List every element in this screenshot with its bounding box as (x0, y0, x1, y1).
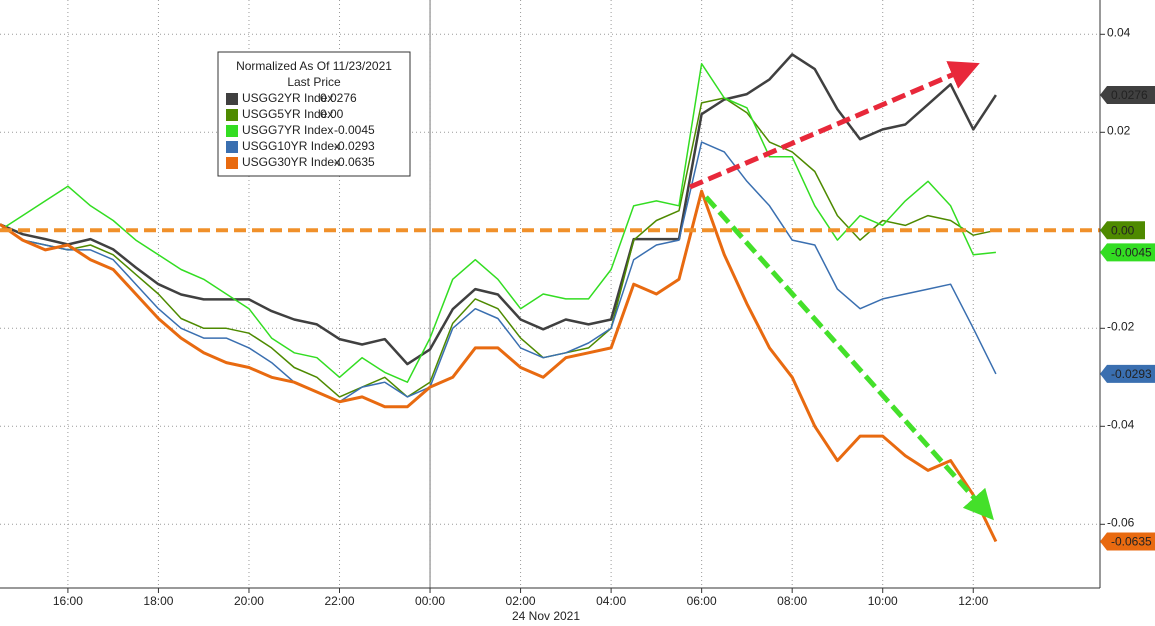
legend-value: -0.0635 (334, 155, 375, 169)
legend-label: USGG7YR Index (242, 123, 333, 137)
legend-swatch (226, 109, 238, 121)
y-tick-label: -0.04 (1107, 417, 1135, 431)
legend-value: -0.0045 (334, 123, 375, 137)
value-tag-label: 0.0276 (1111, 88, 1148, 102)
legend-swatch (226, 157, 238, 169)
value-tag (1100, 221, 1145, 240)
x-tick-label: 04:00 (596, 594, 626, 608)
y-tick-label: 0.02 (1107, 123, 1131, 137)
x-tick-label: 22:00 (324, 594, 354, 608)
series-line (0, 53, 997, 366)
legend-value: 0.0276 (320, 91, 357, 105)
y-tick-label: -0.06 (1107, 515, 1135, 529)
x-tick-label: 16:00 (53, 594, 83, 608)
x-tick-label: 02:00 (506, 594, 536, 608)
legend: Normalized As Of 11/23/2021 Last Price U… (217, 51, 411, 177)
x-tick-label: 08:00 (777, 594, 807, 608)
trend-arrow (689, 61, 980, 190)
x-tick-label: 20:00 (234, 594, 264, 608)
legend-label: USGG5YR Index (242, 107, 333, 121)
series-line (0, 62, 996, 383)
date-label: 24 Nov 2021 (512, 609, 580, 623)
value-tag (1100, 243, 1155, 262)
legend-swatch (226, 141, 238, 153)
legend-title: Normalized As Of 11/23/2021 (236, 59, 392, 73)
value-tag-label: -0.0045 (1111, 246, 1152, 260)
y-tick-label: 0.04 (1107, 25, 1131, 39)
x-tick-label: 10:00 (868, 594, 898, 608)
legend-box (217, 51, 411, 177)
y-tick-label: -0.02 (1107, 319, 1135, 333)
value-tag-label: 0.00 (1111, 223, 1135, 237)
series-line (0, 189, 998, 543)
x-tick-label: 18:00 (143, 594, 173, 608)
value-tag (1100, 364, 1155, 383)
legend-label: USGG10YR Index (242, 139, 340, 153)
legend-label: USGG30YR Index (242, 155, 340, 169)
legend-label: USGG2YR Index (242, 91, 333, 105)
x-tick-label: 12:00 (958, 594, 988, 608)
x-tick-label: 00:00 (415, 594, 445, 608)
value-tag (1100, 532, 1155, 551)
value-tag (1100, 86, 1155, 105)
legend-swatch (226, 93, 238, 105)
series-line (0, 97, 997, 398)
value-tag-label: -0.0293 (1111, 367, 1152, 381)
legend-value: -0.0293 (334, 139, 375, 153)
series-line (0, 141, 997, 403)
legend-value: 0.00 (320, 107, 344, 121)
legend-subtitle: Last Price (287, 75, 341, 89)
legend-swatch (226, 125, 238, 137)
value-tag-label: -0.0635 (1111, 535, 1152, 549)
trend-arrow (704, 195, 994, 521)
x-tick-label: 06:00 (687, 594, 717, 608)
